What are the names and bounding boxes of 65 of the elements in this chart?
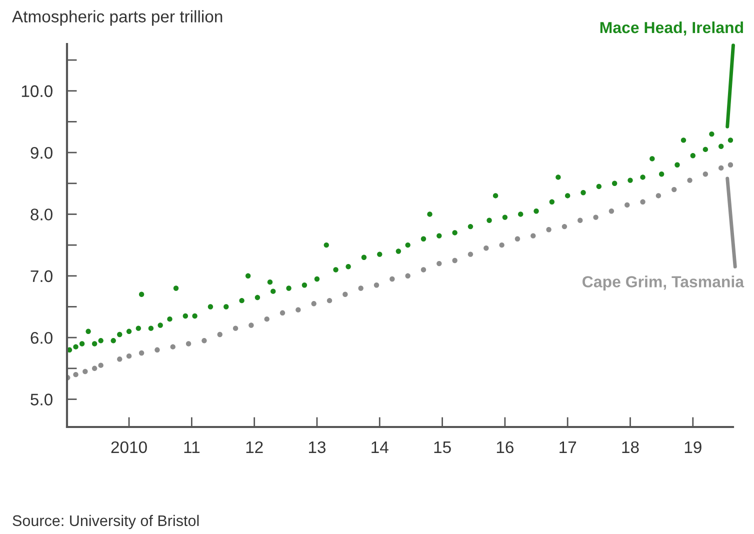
x-tick-label: 16 [496, 441, 514, 454]
y-tick-label: 6.0 [30, 332, 52, 344]
y-tick-label: 8.0 [30, 208, 52, 220]
point [98, 362, 104, 368]
point [374, 282, 380, 288]
point [436, 260, 442, 266]
y-tick-label: 5.0 [30, 394, 52, 406]
point [117, 356, 122, 362]
y-axis-title: Atmospheric parts per trillion [12, 10, 222, 26]
point [390, 276, 395, 282]
x-tick-label: 19 [684, 441, 702, 454]
point [640, 199, 646, 204]
point [718, 165, 724, 171]
point [138, 350, 144, 356]
point [468, 252, 474, 257]
point [452, 258, 458, 264]
point [342, 292, 348, 297]
point [593, 214, 598, 220]
point [154, 347, 160, 353]
point [578, 218, 583, 223]
y-tick-label: 9.0 [30, 146, 52, 159]
text: Mace Head, Ireland [600, 21, 743, 36]
x-tick-label: 17 [560, 442, 576, 453]
x-tick-label: 14 [372, 442, 388, 453]
x-tick-label: 13 [308, 441, 326, 454]
point [73, 372, 78, 378]
point [126, 353, 132, 359]
point [728, 162, 733, 168]
point [186, 341, 192, 346]
point [264, 316, 270, 322]
point [546, 227, 552, 232]
point [232, 326, 238, 331]
point [280, 310, 286, 316]
point [420, 267, 426, 272]
x-tick-label: 15 [434, 442, 451, 454]
point [405, 273, 410, 278]
point [202, 338, 207, 344]
point [248, 322, 254, 328]
x-tick-label: 12 [246, 441, 263, 453]
y-tick-label: 10.0 [22, 85, 52, 98]
point [217, 332, 222, 338]
point [82, 368, 88, 374]
point [608, 208, 614, 214]
point [358, 286, 364, 291]
point [499, 242, 504, 248]
point [170, 344, 176, 350]
point [672, 186, 677, 192]
x-tick-label: 2010 [111, 441, 147, 454]
point [702, 172, 708, 177]
x-tick-label: 11 [184, 442, 200, 453]
point [484, 246, 489, 251]
point [624, 202, 630, 208]
point [656, 193, 662, 198]
point [562, 224, 568, 230]
point [92, 366, 98, 372]
y-tick-label: 7.0 [30, 270, 52, 282]
point [326, 298, 332, 304]
point [530, 233, 536, 238]
text: Cape Grim, Tasmania [582, 276, 744, 291]
source-note: Source: University of Bristol [12, 514, 199, 530]
point [514, 236, 520, 242]
point [687, 178, 692, 183]
x-tick-label: 18 [622, 441, 639, 454]
point [311, 301, 316, 306]
point [296, 307, 301, 312]
